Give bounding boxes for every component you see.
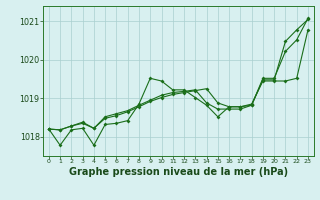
- X-axis label: Graphe pression niveau de la mer (hPa): Graphe pression niveau de la mer (hPa): [69, 167, 288, 177]
